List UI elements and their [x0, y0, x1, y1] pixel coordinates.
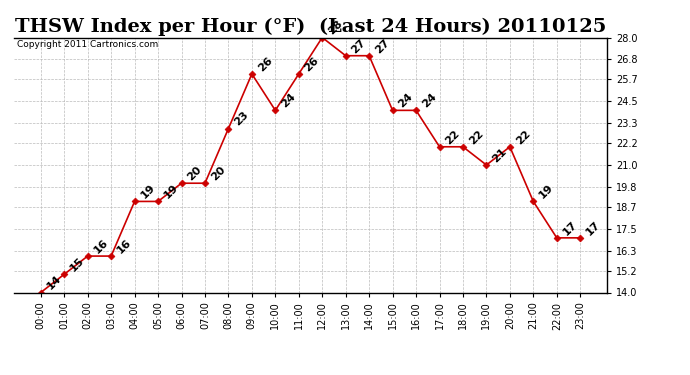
Text: 22: 22 — [444, 128, 462, 146]
Text: 17: 17 — [584, 219, 602, 237]
Text: 23: 23 — [233, 110, 250, 128]
Text: 21: 21 — [491, 146, 509, 164]
Text: 15: 15 — [68, 256, 86, 273]
Text: 20: 20 — [209, 165, 227, 182]
Text: 24: 24 — [420, 92, 438, 110]
Text: 20: 20 — [186, 165, 204, 182]
Text: 16: 16 — [115, 237, 133, 255]
Text: Copyright 2011 Cartronics.com: Copyright 2011 Cartronics.com — [17, 40, 158, 49]
Text: 14: 14 — [45, 274, 63, 292]
Text: 19: 19 — [538, 183, 555, 201]
Text: 19: 19 — [162, 183, 180, 201]
Title: THSW Index per Hour (°F)  (Last 24 Hours) 20110125: THSW Index per Hour (°F) (Last 24 Hours)… — [14, 18, 607, 36]
Text: 28: 28 — [326, 19, 344, 37]
Text: 22: 22 — [514, 128, 532, 146]
Text: 26: 26 — [303, 55, 321, 73]
Text: 24: 24 — [397, 92, 415, 110]
Text: 26: 26 — [256, 55, 274, 73]
Text: 24: 24 — [279, 92, 297, 110]
Text: 27: 27 — [373, 37, 391, 55]
Text: 19: 19 — [139, 183, 157, 201]
Text: 16: 16 — [92, 237, 110, 255]
Text: 22: 22 — [467, 128, 485, 146]
Text: 17: 17 — [561, 219, 579, 237]
Text: 27: 27 — [350, 37, 368, 55]
